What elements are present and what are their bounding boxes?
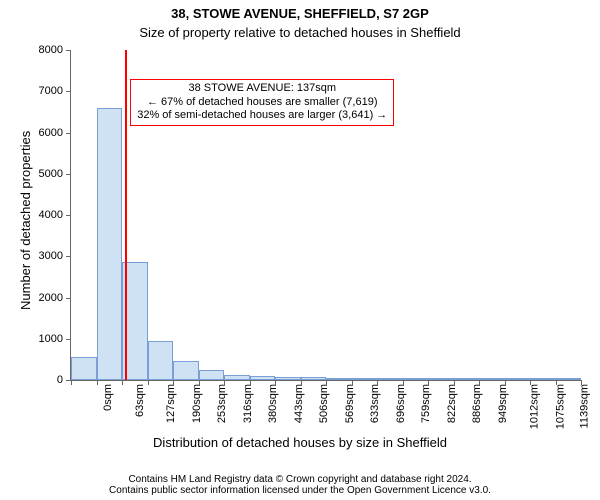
y-tick-mark — [66, 174, 71, 175]
bar — [403, 378, 429, 380]
x-tick-label: 1012sqm — [528, 384, 540, 429]
x-tick-mark — [71, 380, 72, 385]
x-tick-mark — [326, 380, 327, 385]
x-tick-mark — [556, 380, 557, 385]
bar — [352, 378, 378, 380]
chart-title: 38, STOWE AVENUE, SHEFFIELD, S7 2GP — [0, 6, 600, 21]
y-tick-mark — [66, 215, 71, 216]
bar — [326, 378, 352, 380]
y-tick-mark — [66, 256, 71, 257]
annotation-line-3: 32% of semi-detached houses are larger (… — [137, 109, 387, 123]
bar — [199, 370, 225, 380]
bar — [250, 376, 276, 380]
x-tick-label: 569sqm — [344, 384, 356, 423]
x-tick-mark — [530, 380, 531, 385]
x-tick-label: 633sqm — [369, 384, 381, 423]
y-tick-mark — [66, 91, 71, 92]
x-tick-label: 253sqm — [216, 384, 228, 423]
bar — [71, 357, 97, 380]
bar — [505, 378, 531, 380]
annotation-line-2: ← 67% of detached houses are smaller (7,… — [137, 96, 387, 110]
x-tick-label: 886sqm — [471, 384, 483, 423]
bar — [173, 361, 199, 380]
x-tick-label: 443sqm — [293, 384, 305, 423]
x-tick-mark — [377, 380, 378, 385]
y-tick-mark — [66, 133, 71, 134]
x-tick-label: 506sqm — [318, 384, 330, 423]
x-tick-label: 822sqm — [446, 384, 458, 423]
bar — [148, 341, 174, 380]
x-tick-mark — [352, 380, 353, 385]
y-tick-mark — [66, 50, 71, 51]
x-axis-label: Distribution of detached houses by size … — [0, 435, 600, 450]
x-tick-label: 63sqm — [134, 384, 146, 417]
bar — [479, 378, 505, 380]
y-tick-mark — [66, 298, 71, 299]
x-tick-mark — [275, 380, 276, 385]
plot-area: 38 STOWE AVENUE: 137sqm ← 67% of detache… — [70, 50, 581, 381]
x-tick-label: 190sqm — [191, 384, 203, 423]
bar — [428, 378, 454, 380]
property-marker — [125, 50, 127, 380]
x-tick-mark — [224, 380, 225, 385]
x-tick-label: 1139sqm — [578, 384, 590, 428]
x-tick-mark — [301, 380, 302, 385]
bar — [275, 377, 301, 380]
x-tick-mark — [97, 380, 98, 385]
x-tick-mark — [250, 380, 251, 385]
bar — [454, 378, 480, 380]
y-axis-label: Number of detached properties — [18, 131, 33, 310]
y-tick-mark — [66, 339, 71, 340]
x-tick-mark — [581, 380, 582, 385]
x-tick-label: 1075sqm — [554, 384, 566, 429]
footer-line-2: Contains public sector information licen… — [0, 485, 600, 496]
footer-text: Contains HM Land Registry data © Crown c… — [0, 474, 600, 496]
footer-line-1: Contains HM Land Registry data © Crown c… — [0, 474, 600, 485]
chart-subtitle: Size of property relative to detached ho… — [0, 25, 600, 40]
x-tick-label: 949sqm — [497, 384, 509, 423]
x-tick-mark — [403, 380, 404, 385]
x-tick-mark — [479, 380, 480, 385]
x-tick-mark — [122, 380, 123, 385]
bar — [556, 378, 582, 380]
bar — [377, 378, 403, 380]
x-tick-label: 0sqm — [102, 384, 114, 411]
x-tick-label: 316sqm — [242, 384, 254, 423]
bar — [301, 377, 327, 380]
x-tick-mark — [505, 380, 506, 385]
x-tick-mark — [454, 380, 455, 385]
x-tick-mark — [148, 380, 149, 385]
bar — [530, 378, 556, 380]
bar — [224, 375, 250, 380]
x-tick-label: 759sqm — [420, 384, 432, 423]
bar — [97, 108, 123, 380]
x-tick-label: 380sqm — [267, 384, 279, 423]
x-tick-mark — [428, 380, 429, 385]
x-tick-mark — [199, 380, 200, 385]
x-tick-label: 127sqm — [165, 384, 177, 423]
annotation-box: 38 STOWE AVENUE: 137sqm ← 67% of detache… — [130, 79, 394, 126]
x-tick-mark — [173, 380, 174, 385]
annotation-line-1: 38 STOWE AVENUE: 137sqm — [137, 82, 387, 96]
x-tick-label: 696sqm — [395, 384, 407, 423]
